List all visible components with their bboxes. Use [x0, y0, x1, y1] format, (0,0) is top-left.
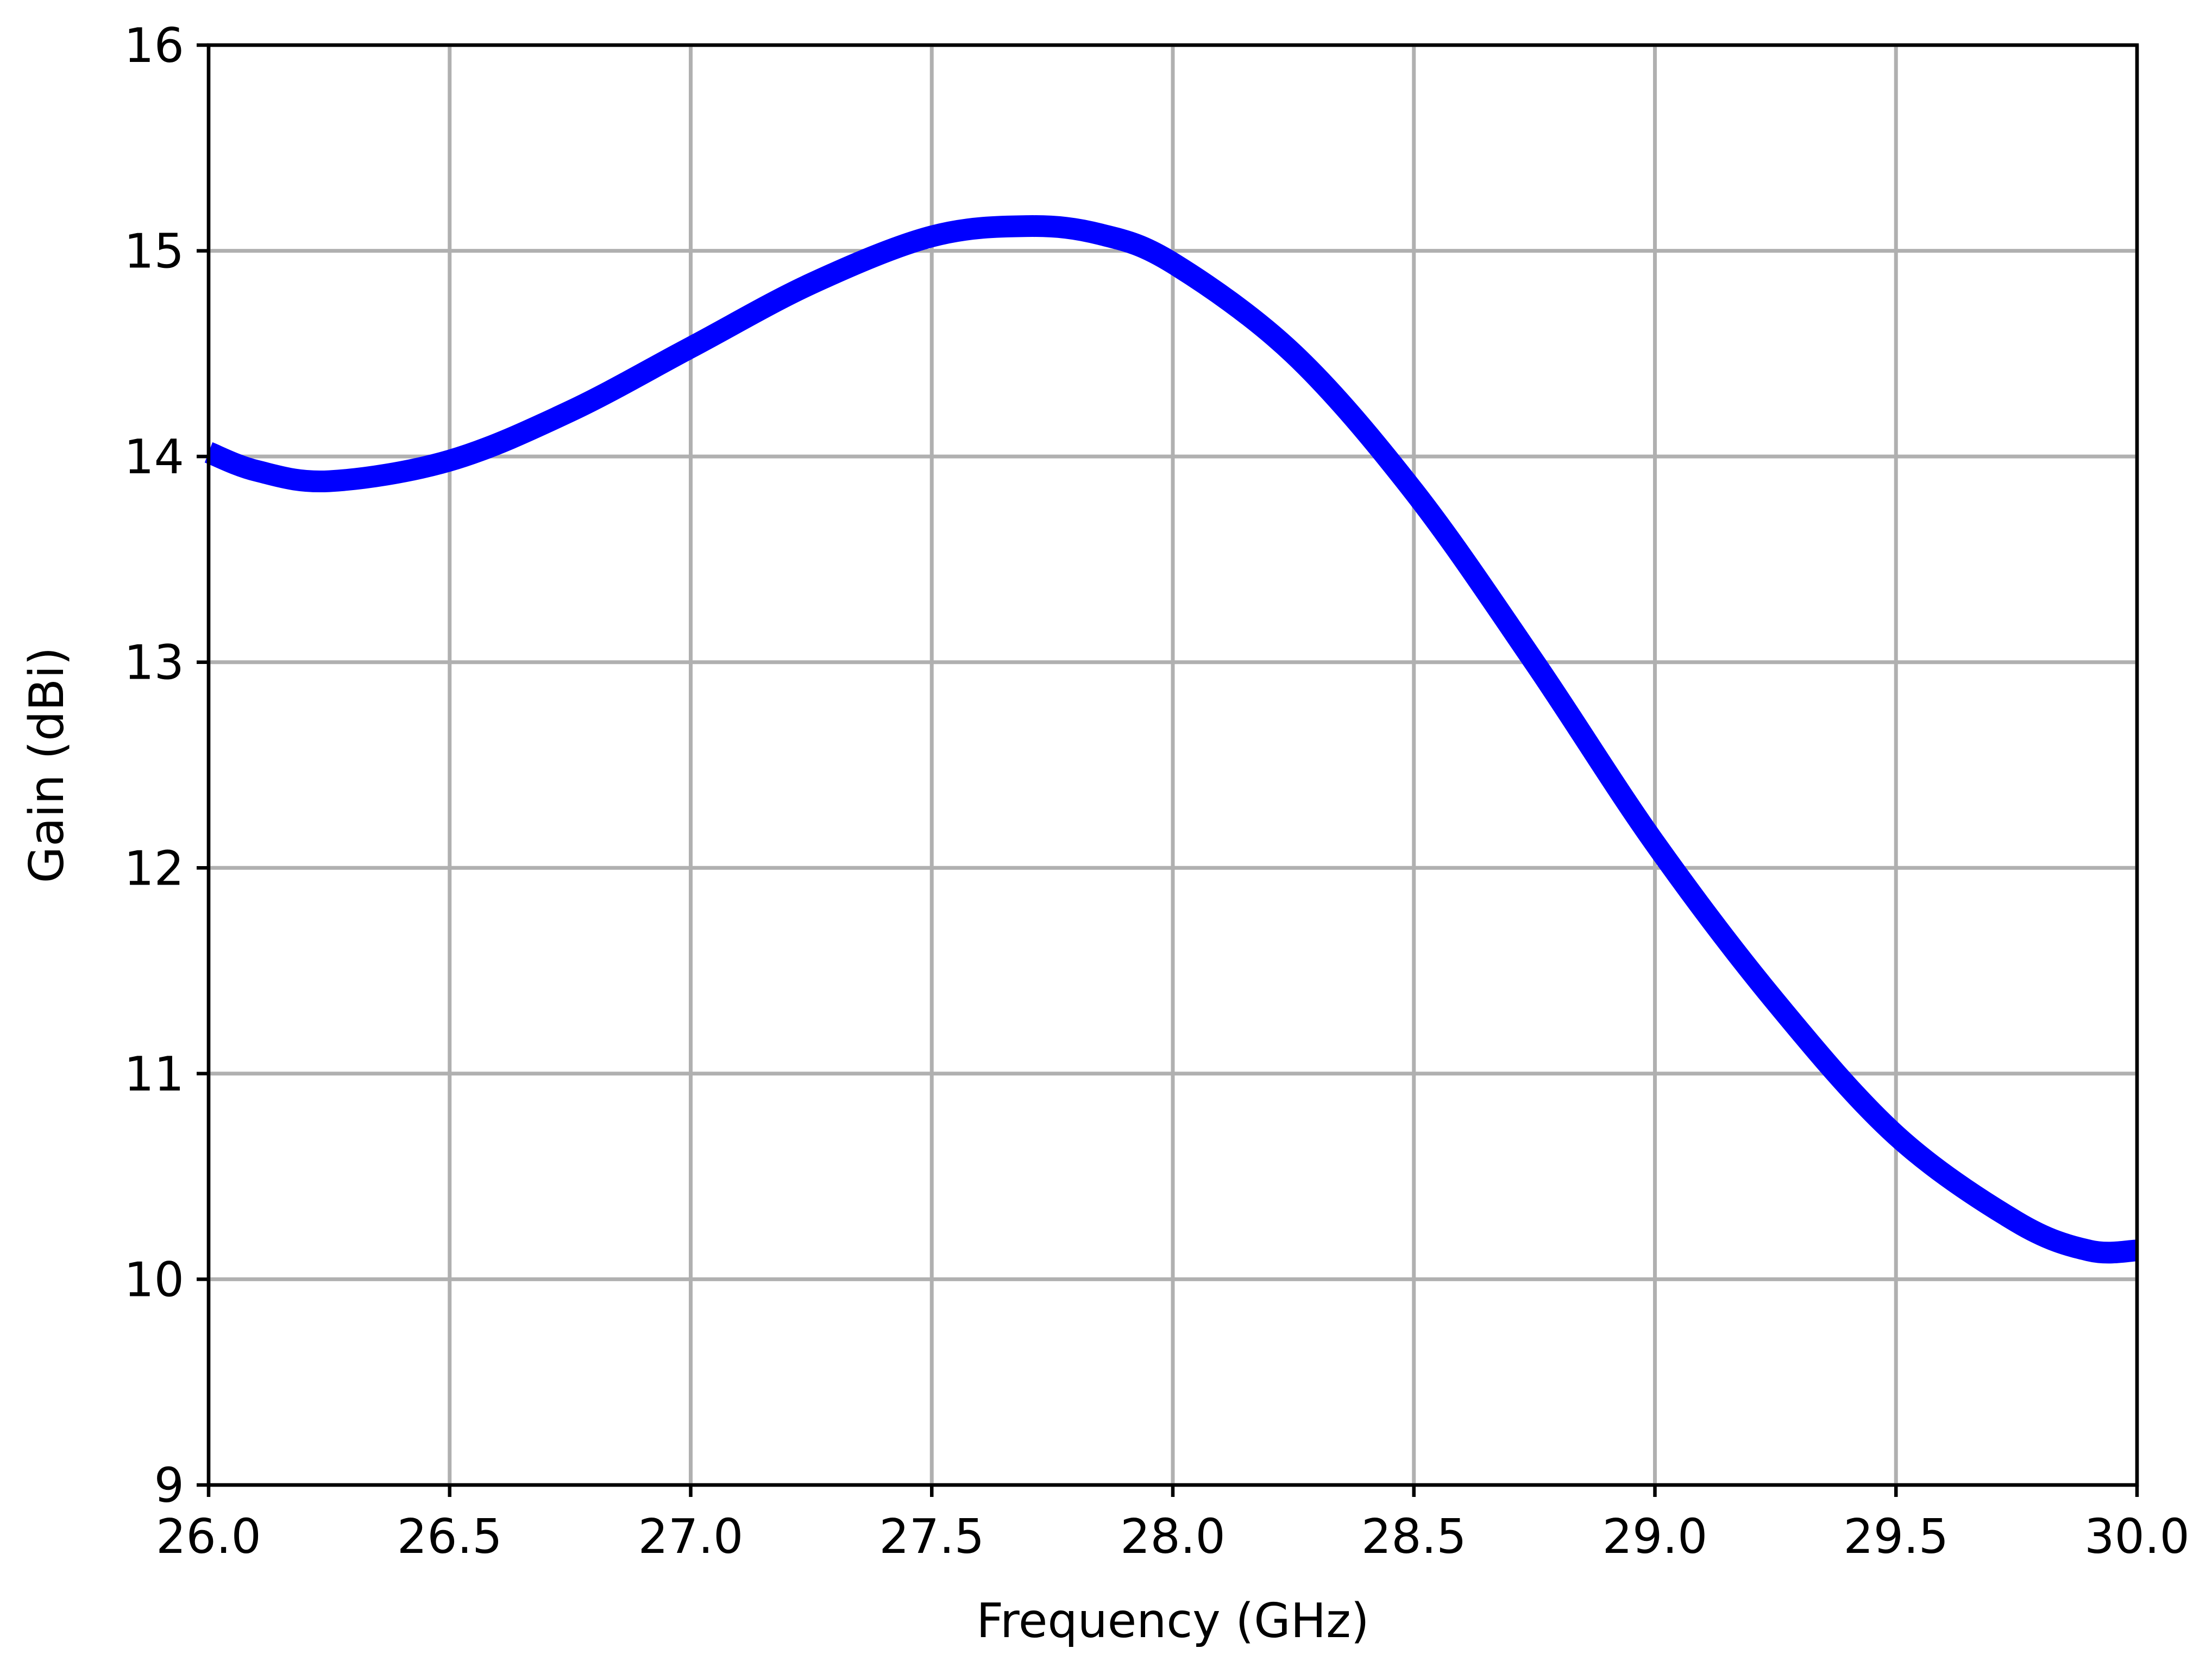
x-tick-label: 28.5 [1361, 1509, 1467, 1564]
x-tick-label: 26.0 [156, 1509, 261, 1564]
y-tick-label: 16 [124, 18, 184, 73]
y-tick-label: 10 [124, 1252, 184, 1307]
data-series [204, 215, 2138, 1264]
x-tick-label: 26.5 [397, 1509, 502, 1564]
y-tick-label: 13 [124, 635, 184, 691]
gain-series-line [204, 215, 2138, 1264]
x-tick-label: 29.0 [1603, 1509, 1708, 1564]
y-tick-label: 11 [124, 1046, 184, 1102]
y-tick-label: 12 [124, 841, 184, 896]
y-axis-ticks: 9 10 11 12 13 14 15 16 [124, 18, 209, 1513]
y-tick-label: 15 [124, 224, 184, 279]
x-tick-label: 30.0 [2084, 1509, 2190, 1564]
x-axis-ticks: 26.0 26.5 27.0 27.5 28.0 28.5 29.0 29.5 30.0 [156, 1485, 2190, 1564]
y-tick-label: 9 [154, 1458, 184, 1513]
x-tick-label: 27.0 [638, 1509, 744, 1564]
y-axis-label: Gain (dBi) [19, 647, 74, 883]
x-tick-label: 27.5 [879, 1509, 984, 1564]
x-tick-label: 29.5 [1843, 1509, 1949, 1564]
x-axis-label: Frequency (GHz) [976, 1593, 1369, 1649]
x-tick-label: 28.0 [1120, 1509, 1226, 1564]
y-tick-label: 14 [124, 429, 184, 485]
